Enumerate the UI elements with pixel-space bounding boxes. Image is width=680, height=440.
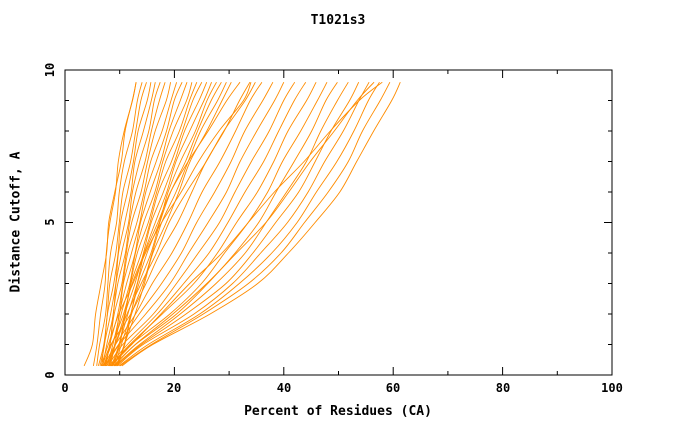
series-line [118,81,380,367]
series-line [115,81,360,367]
series-line [109,82,198,366]
series-line [113,81,338,367]
series-line [92,82,137,366]
x-tick-label: 0 [61,381,69,395]
series-line [100,82,252,367]
series-line [103,82,166,367]
series-line [96,82,143,366]
series-line [108,82,193,367]
series-line [119,81,391,367]
series-line [101,82,156,366]
y-axis-label: Distance Cutoff, A [8,151,24,293]
chart-title: T1021s3 [310,13,366,28]
series-line [121,82,401,367]
x-tick-label: 20 [166,381,182,395]
x-tick-label: 80 [495,381,511,395]
series-line [110,81,317,367]
series-line [107,82,188,367]
series-line [117,81,232,367]
series-line [101,81,251,367]
y-tick-label: 5 [43,218,57,226]
series-line [114,81,217,367]
series-line [106,81,285,367]
series-line [110,81,383,367]
x-axis-label: Percent of Residues (CA) [244,404,432,419]
series-line [117,81,370,367]
series-line [108,81,307,367]
y-tick-label: 10 [43,62,57,78]
series-line [102,82,161,366]
y-tick-label: 0 [43,371,57,379]
x-tick-label: 100 [601,381,623,395]
series-line [107,81,296,367]
series-line [113,81,375,367]
series-line [99,82,152,366]
x-tick-label: 40 [276,381,292,395]
series-line [83,82,137,367]
series-line [115,81,222,367]
x-tick-label: 60 [385,381,401,395]
series-line [102,81,241,367]
series-line [103,81,263,367]
series-line [104,82,172,367]
series-line [105,81,256,367]
series-line [104,81,274,367]
